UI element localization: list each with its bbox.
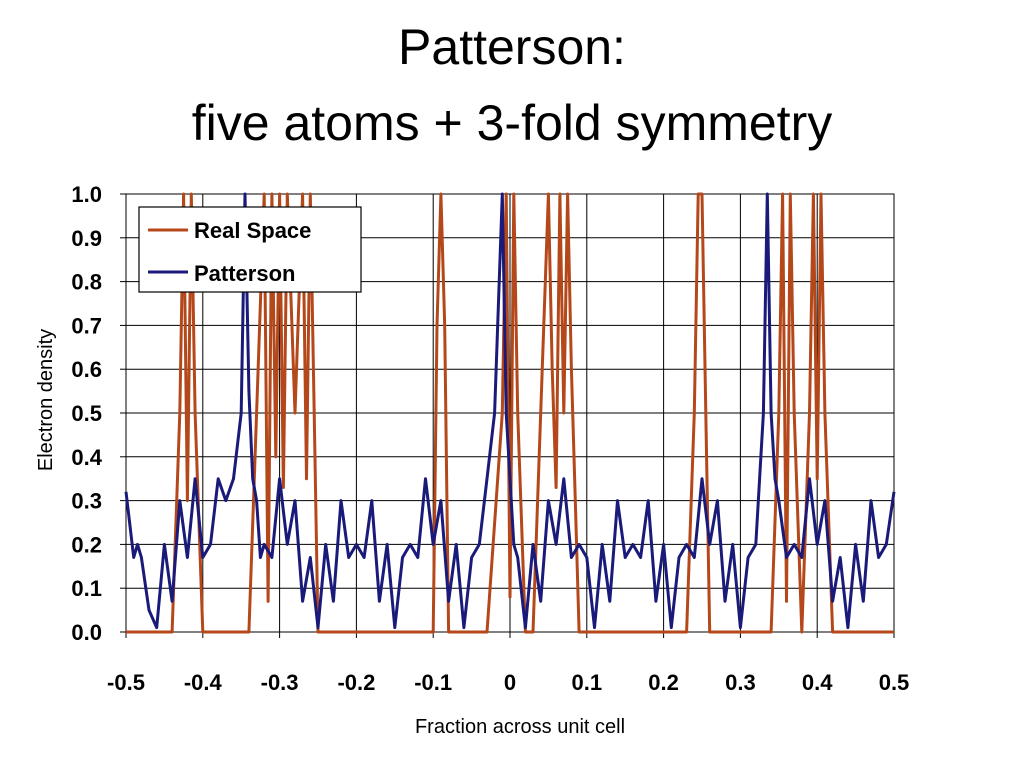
x-tick-label: -0.3	[261, 670, 299, 695]
y-tick-label: 0.5	[71, 401, 102, 426]
chart-legend: Real Space Patterson	[138, 206, 362, 293]
series-line-real-space	[126, 192, 894, 634]
y-tick-label: 0.9	[71, 226, 102, 251]
x-tick-label: 0.4	[802, 670, 833, 695]
slide-title-line1: Patterson:	[398, 19, 626, 75]
series-line-patterson	[124, 192, 896, 630]
x-tick-label: -0.4	[184, 670, 223, 695]
x-tick-label: 0.5	[879, 670, 910, 695]
y-tick-label: 0.4	[71, 445, 102, 470]
y-tick-label: 0.6	[71, 357, 102, 382]
y-tick-label: 1.0	[71, 182, 102, 207]
y-tick-label: 0.1	[71, 576, 102, 601]
y-tick-label: 0.8	[71, 270, 102, 295]
x-tick-label: 0.3	[725, 670, 756, 695]
x-tick-label: -0.5	[107, 670, 145, 695]
legend-label-patterson: Patterson	[194, 261, 295, 286]
x-axis-label: Fraction across unit cell	[415, 716, 625, 738]
slide-title-line2: five atoms + 3-fold symmetry	[191, 95, 833, 151]
y-tick-label: 0.3	[71, 489, 102, 514]
tick-labels: -0.5 -0.4 -0.3 -0.2 -0.1 0 0.1 0.2 0.3 0.4 0.5 0.0 0…	[71, 182, 909, 695]
y-tick-label: 0.7	[71, 313, 102, 338]
x-tick-label: 0.1	[572, 670, 603, 695]
x-tick-label: -0.2	[337, 670, 375, 695]
x-tick-label: 0.2	[648, 670, 679, 695]
x-tick-label: -0.1	[414, 670, 452, 695]
y-axis-label: Electron density	[35, 329, 57, 471]
y-tick-label: 0.2	[71, 532, 102, 557]
series-lines	[124, 192, 896, 634]
legend-box	[138, 206, 362, 293]
y-tick-label: 0.0	[71, 620, 102, 645]
x-tick-label: 0	[504, 670, 516, 695]
legend-label-real-space: Real Space	[194, 218, 311, 243]
